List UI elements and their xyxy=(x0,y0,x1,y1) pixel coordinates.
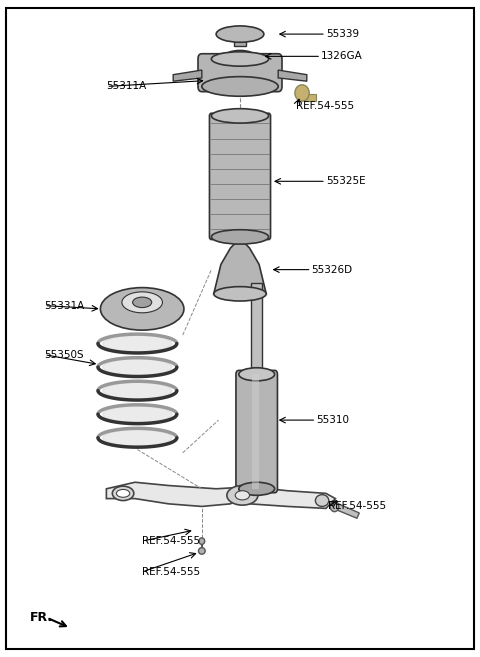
Polygon shape xyxy=(107,482,336,509)
Text: REF.54-555: REF.54-555 xyxy=(328,501,386,511)
Text: 55310: 55310 xyxy=(316,415,349,425)
Polygon shape xyxy=(278,70,307,81)
Ellipse shape xyxy=(112,486,134,501)
Bar xyxy=(234,34,246,46)
Text: REF.54-555: REF.54-555 xyxy=(142,567,200,577)
Text: 55326D: 55326D xyxy=(312,265,353,275)
Ellipse shape xyxy=(199,538,204,545)
Polygon shape xyxy=(103,382,172,399)
Bar xyxy=(252,374,259,489)
Ellipse shape xyxy=(226,51,254,61)
Ellipse shape xyxy=(214,286,266,301)
Ellipse shape xyxy=(235,53,245,58)
Polygon shape xyxy=(103,406,172,422)
Text: 55350S: 55350S xyxy=(44,350,84,359)
Text: 55311A: 55311A xyxy=(107,81,146,91)
Ellipse shape xyxy=(211,108,269,123)
Ellipse shape xyxy=(132,297,152,307)
Ellipse shape xyxy=(216,26,264,42)
Polygon shape xyxy=(333,503,360,518)
Ellipse shape xyxy=(239,368,275,381)
Text: FR.: FR. xyxy=(30,611,53,624)
Text: REF.54-555: REF.54-555 xyxy=(296,101,354,111)
Ellipse shape xyxy=(295,85,309,101)
Text: 55331A: 55331A xyxy=(44,301,84,311)
Ellipse shape xyxy=(202,77,278,97)
Text: REF.54-555: REF.54-555 xyxy=(142,536,200,546)
Ellipse shape xyxy=(227,486,258,505)
Ellipse shape xyxy=(239,482,275,495)
Bar xyxy=(251,283,263,374)
Text: 1326GA: 1326GA xyxy=(321,51,363,61)
Text: 55339: 55339 xyxy=(326,29,359,39)
Polygon shape xyxy=(214,238,266,294)
FancyBboxPatch shape xyxy=(236,371,277,493)
Ellipse shape xyxy=(330,501,339,512)
Ellipse shape xyxy=(315,495,329,507)
Ellipse shape xyxy=(211,230,269,244)
Ellipse shape xyxy=(199,548,205,555)
Ellipse shape xyxy=(122,292,162,313)
Polygon shape xyxy=(103,335,172,351)
Polygon shape xyxy=(103,430,172,446)
Polygon shape xyxy=(173,70,202,81)
FancyBboxPatch shape xyxy=(209,113,271,240)
Text: 55325E: 55325E xyxy=(326,176,366,187)
FancyBboxPatch shape xyxy=(198,54,282,92)
Bar xyxy=(304,95,316,101)
Polygon shape xyxy=(103,359,172,375)
Ellipse shape xyxy=(100,288,184,330)
Ellipse shape xyxy=(235,491,250,500)
Ellipse shape xyxy=(211,52,269,66)
Ellipse shape xyxy=(116,489,130,497)
